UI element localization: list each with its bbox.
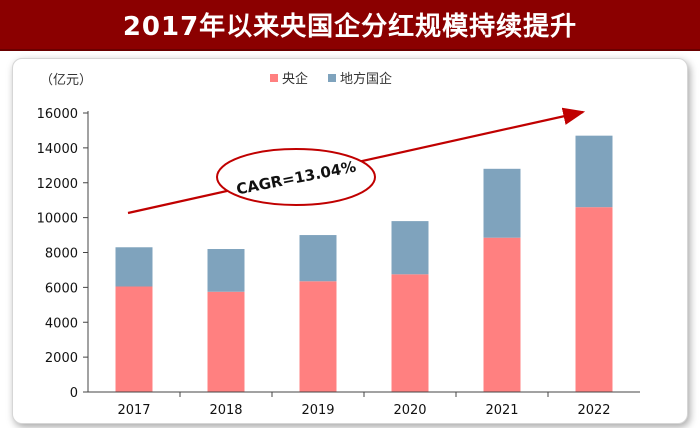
bar-central-2018 [207,291,245,392]
y-tick-label: 4000 [45,316,78,331]
y-tick-label: 14000 [37,142,78,157]
y-tick-label: 8000 [45,247,78,262]
bar-local-2018 [207,249,245,292]
bar-local-2017 [115,247,153,287]
bar-central-2021 [483,237,521,392]
cagr-ellipse [216,148,376,206]
y-tick-label: 6000 [45,281,78,296]
x-tick-label: 2018 [209,403,242,418]
bar-local-2021 [483,168,521,238]
bar-central-2019 [299,281,337,392]
bar-central-2022 [575,207,613,392]
legend-swatch-local [328,74,336,82]
title-banner: 2017年以来央国企分红规模持续提升 [0,0,700,51]
y-tick-label: 10000 [37,212,78,227]
legend-label-central: 央企 [282,71,308,87]
bar-central-2020 [391,274,429,392]
legend-swatch-central [270,74,278,82]
y-tick-label: 12000 [37,177,78,192]
x-axis: 2017 2018 2019 2020 2021 2022 [88,391,640,418]
legend: 央企 地方国企 [270,71,392,87]
bar-series [115,135,613,392]
y-tick-label: 2000 [45,351,78,366]
bar-local-2019 [299,235,337,282]
y-axis: 0 2000 4000 6000 8000 10000 12000 14000 16000 [37,107,89,401]
y-unit-label: （亿元） [40,73,92,88]
bar-local-2020 [391,221,429,275]
x-tick-label: 2019 [301,403,334,418]
x-tick-label: 2021 [485,403,518,418]
y-tick-label: 16000 [37,107,78,122]
legend-label-local: 地方国企 [340,71,392,87]
y-tick-label: 0 [70,386,78,401]
page-title: 2017年以来央国企分红规模持续提升 [122,12,578,42]
bar-central-2017 [115,286,153,392]
bar-local-2022 [575,135,613,208]
cagr-annotation: CAGR=13.04% [127,107,586,215]
x-tick-label: 2022 [577,403,610,418]
x-tick-label: 2020 [393,403,426,418]
x-tick-label: 2017 [117,403,150,418]
